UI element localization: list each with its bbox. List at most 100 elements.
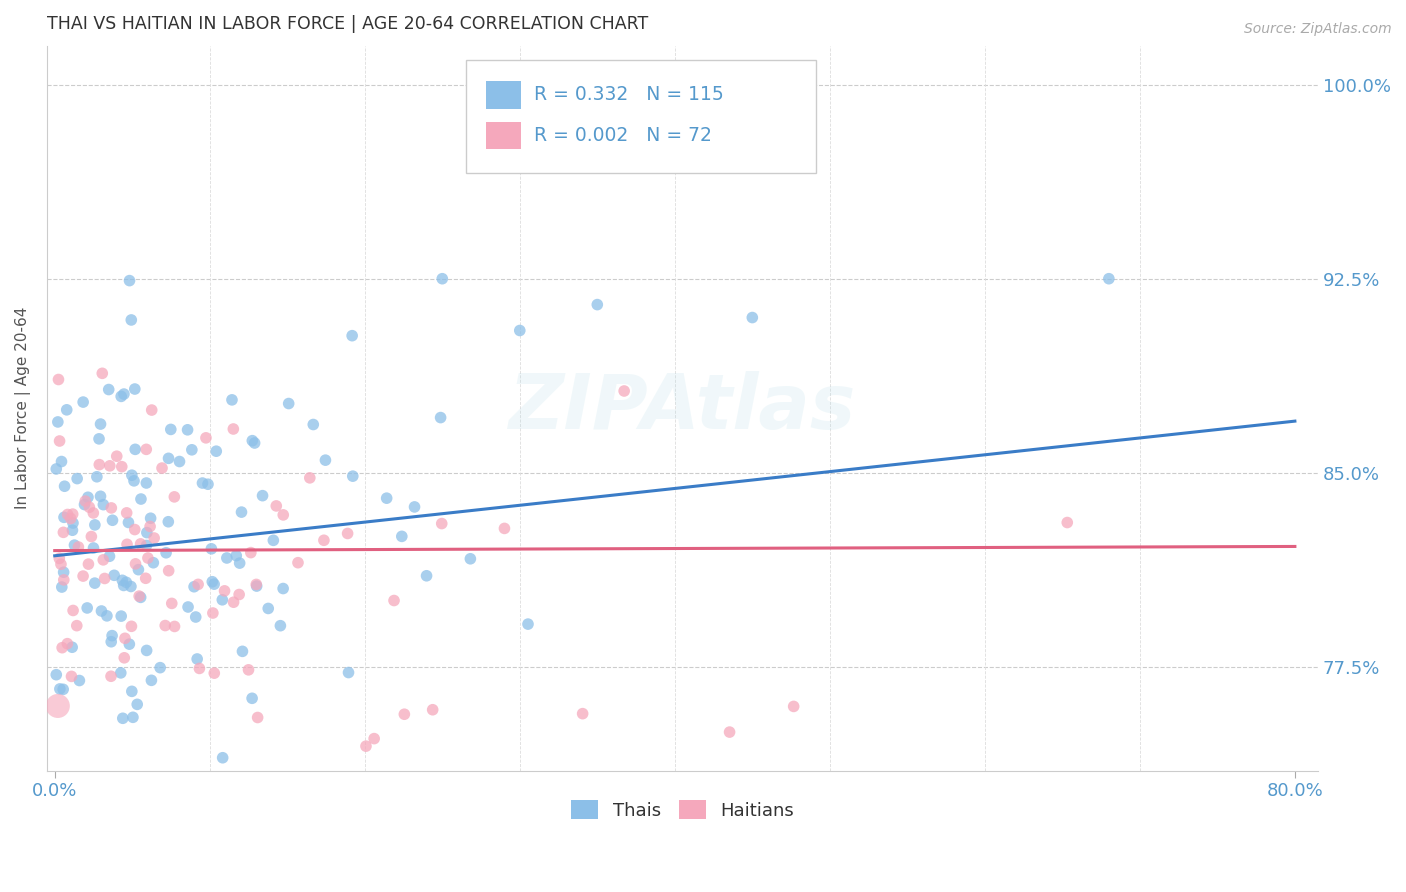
Point bbox=[59, 511, 82, 525]
Point bbox=[141, 673, 163, 688]
Point bbox=[394, 707, 416, 722]
Point bbox=[432, 271, 454, 285]
Point bbox=[77, 490, 100, 504]
Point bbox=[77, 557, 100, 571]
Point bbox=[135, 643, 157, 657]
Point bbox=[169, 454, 191, 468]
Point bbox=[150, 461, 173, 475]
Point bbox=[45, 462, 67, 476]
Point bbox=[222, 422, 245, 436]
Point bbox=[127, 563, 149, 577]
Point bbox=[110, 609, 132, 624]
Point bbox=[354, 739, 377, 754]
Point bbox=[115, 575, 138, 590]
Text: R = 0.002   N = 72: R = 0.002 N = 72 bbox=[534, 126, 711, 145]
Point bbox=[429, 410, 451, 425]
Point bbox=[257, 601, 280, 615]
Point bbox=[271, 582, 294, 596]
Point bbox=[45, 667, 67, 681]
Point bbox=[1098, 271, 1121, 285]
Bar bbox=[485, 81, 522, 109]
Point bbox=[363, 731, 385, 746]
Point bbox=[186, 652, 208, 666]
Point bbox=[194, 431, 217, 445]
Point bbox=[613, 384, 636, 398]
Point bbox=[124, 442, 146, 457]
Point bbox=[302, 417, 325, 432]
Point bbox=[136, 551, 159, 566]
Point bbox=[142, 556, 165, 570]
Point bbox=[100, 634, 122, 648]
Point bbox=[55, 402, 77, 417]
Point bbox=[246, 710, 269, 724]
Point bbox=[741, 310, 763, 325]
Point bbox=[63, 538, 86, 552]
Point bbox=[586, 297, 609, 311]
Point bbox=[53, 479, 76, 493]
Point bbox=[96, 608, 118, 623]
Point bbox=[240, 691, 263, 706]
Point bbox=[111, 459, 134, 474]
Point bbox=[336, 526, 359, 541]
Point bbox=[240, 434, 263, 448]
Point bbox=[86, 469, 108, 483]
Point bbox=[100, 500, 122, 515]
Point bbox=[517, 617, 540, 632]
Point bbox=[287, 556, 309, 570]
Point bbox=[139, 511, 162, 525]
Point bbox=[56, 508, 79, 522]
Point bbox=[415, 568, 437, 582]
Point bbox=[184, 610, 207, 624]
Point bbox=[200, 541, 222, 556]
Point bbox=[62, 603, 84, 617]
Point bbox=[128, 589, 150, 603]
Point bbox=[243, 436, 266, 450]
Point bbox=[79, 500, 101, 515]
Point bbox=[157, 564, 180, 578]
Point bbox=[67, 673, 90, 688]
Point bbox=[105, 449, 128, 463]
Point bbox=[110, 389, 132, 403]
Point bbox=[571, 706, 593, 721]
Point bbox=[118, 637, 141, 651]
Point bbox=[90, 604, 112, 618]
Point bbox=[231, 505, 253, 519]
Point bbox=[122, 710, 145, 724]
Point bbox=[51, 640, 73, 655]
Point bbox=[90, 417, 112, 431]
Point bbox=[83, 576, 105, 591]
Point bbox=[82, 541, 104, 555]
Point bbox=[340, 328, 363, 343]
Point bbox=[183, 580, 205, 594]
Point bbox=[298, 471, 321, 485]
Point bbox=[135, 442, 157, 457]
Point bbox=[214, 583, 236, 598]
Point bbox=[112, 578, 135, 592]
Point bbox=[62, 516, 84, 530]
Point bbox=[129, 491, 152, 506]
Point bbox=[114, 632, 136, 646]
Point bbox=[135, 571, 157, 585]
Point bbox=[121, 468, 143, 483]
Point bbox=[430, 516, 453, 531]
Point bbox=[460, 551, 482, 566]
Point bbox=[66, 472, 89, 486]
Point bbox=[252, 489, 274, 503]
Point bbox=[163, 619, 186, 633]
Point bbox=[202, 666, 225, 681]
Point bbox=[67, 540, 90, 554]
Point bbox=[115, 537, 138, 551]
Point bbox=[129, 537, 152, 551]
Point bbox=[222, 595, 245, 609]
Point bbox=[121, 684, 143, 698]
Point bbox=[124, 382, 146, 396]
Point bbox=[124, 523, 146, 537]
Point bbox=[225, 549, 247, 563]
Point bbox=[177, 599, 200, 614]
Point bbox=[89, 489, 111, 503]
Point bbox=[201, 606, 224, 620]
Point bbox=[80, 529, 103, 543]
Point bbox=[494, 521, 516, 535]
Point bbox=[52, 525, 75, 540]
Point bbox=[211, 750, 233, 764]
